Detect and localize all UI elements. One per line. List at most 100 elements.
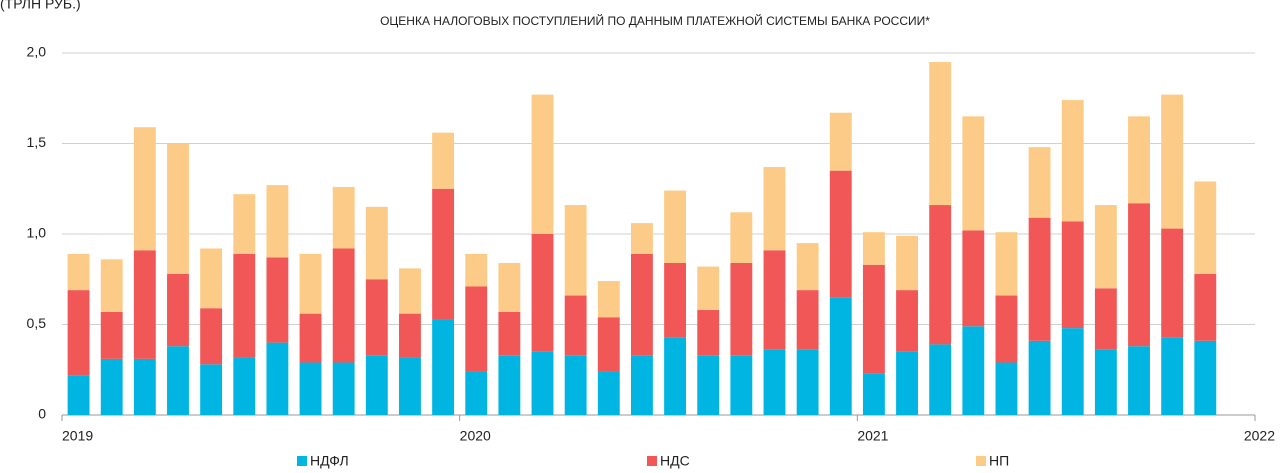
bar-segment xyxy=(929,344,952,415)
bar-segment xyxy=(664,337,687,415)
bar-segment xyxy=(133,127,156,251)
bar-segment xyxy=(929,205,952,345)
bar-segment xyxy=(200,308,223,365)
bar-segment xyxy=(1061,221,1084,329)
bar-segment xyxy=(597,317,620,372)
legend-swatch xyxy=(297,456,307,466)
bar-segment xyxy=(266,185,289,258)
bar-segment xyxy=(133,250,156,359)
legend-swatch xyxy=(976,456,986,466)
bar-segment xyxy=(432,188,455,320)
bar-segment xyxy=(730,212,753,263)
bar-segment xyxy=(763,349,786,415)
bar-segment xyxy=(531,234,554,352)
legend-swatch xyxy=(647,456,657,466)
bar-segment xyxy=(763,250,786,350)
bar-segment xyxy=(365,355,388,415)
bar-segment xyxy=(365,206,388,280)
bar-segment xyxy=(962,230,985,327)
bar-segment xyxy=(829,112,852,171)
bar-segment xyxy=(531,94,554,234)
bar-segment xyxy=(399,313,421,358)
bar-segment xyxy=(896,235,918,291)
bar-segment xyxy=(796,349,819,415)
bar-segment xyxy=(730,355,753,415)
bar-segment xyxy=(962,116,985,231)
x-tick-label: 2019 xyxy=(62,428,93,444)
y-tick-label: 0,5 xyxy=(27,315,47,331)
bar-segment xyxy=(564,205,587,296)
y-tick-label: 2,0 xyxy=(27,44,47,60)
bar-segment xyxy=(1028,340,1051,415)
y-tick-label: 0 xyxy=(38,406,46,422)
bar-segment xyxy=(299,253,322,314)
bar-segment xyxy=(995,232,1018,296)
bar-segment xyxy=(1194,181,1217,274)
y-tick-label: 1,5 xyxy=(27,134,47,150)
bar-segment xyxy=(100,358,123,415)
bar-segment xyxy=(1028,217,1051,341)
bar-segment xyxy=(200,364,223,415)
bar-segment xyxy=(1194,340,1217,415)
bar-segment xyxy=(1094,349,1117,415)
bar-segment xyxy=(67,253,90,291)
bar-segment xyxy=(167,143,189,274)
bar-segment xyxy=(465,253,488,287)
bar-segment xyxy=(995,362,1018,415)
bar-segment xyxy=(498,262,521,312)
bar-segment xyxy=(465,371,488,415)
bar-segment xyxy=(1061,328,1084,415)
bar-segment xyxy=(697,310,720,356)
bar-segment xyxy=(399,357,421,415)
bar-segment xyxy=(498,355,521,415)
bar-segment xyxy=(829,170,852,298)
bar-segment xyxy=(664,190,687,263)
bar-segment xyxy=(167,346,189,415)
bar-segment xyxy=(67,290,90,376)
unit-label: (ТРЛН РУБ.) xyxy=(0,0,81,12)
bar-segment xyxy=(1094,205,1117,289)
bar-segment xyxy=(67,375,90,415)
bar-segment xyxy=(100,259,123,312)
bar-segment xyxy=(100,311,123,359)
bar-segment xyxy=(1028,147,1051,218)
x-tick-label: 2021 xyxy=(857,428,888,444)
bar-segment xyxy=(995,295,1018,363)
bar-segment xyxy=(1161,228,1184,338)
bar-segment xyxy=(862,264,885,374)
bar-segment xyxy=(1128,203,1150,347)
bar-segment xyxy=(432,319,455,415)
bar-segment xyxy=(167,273,189,347)
legend-label: НДФЛ xyxy=(310,453,349,469)
bar-segment xyxy=(597,281,620,318)
bar-segment xyxy=(962,326,985,415)
bar-segment xyxy=(862,232,885,265)
bar-segment xyxy=(266,257,289,343)
bar-segment xyxy=(1128,346,1150,415)
legend-label: НДС xyxy=(660,453,690,469)
bar-segment xyxy=(200,248,223,309)
bar-segment xyxy=(796,290,819,350)
chart-title: ОЦЕНКА НАЛОГОВЫХ ПОСТУПЛЕНИЙ ПО ДАННЫМ П… xyxy=(380,13,930,28)
bar-segment xyxy=(365,279,388,356)
bar-segment xyxy=(1094,288,1117,350)
bar-segment xyxy=(763,167,786,251)
bar-segment xyxy=(299,313,322,363)
bar-segment xyxy=(1161,94,1184,229)
bar-segment xyxy=(465,286,488,372)
bar-segment xyxy=(1161,337,1184,415)
bar-segment xyxy=(233,194,256,254)
bar-segment xyxy=(332,362,355,415)
bar-segment xyxy=(266,342,289,415)
bar-segment xyxy=(630,355,653,415)
bar-segment xyxy=(697,355,720,415)
x-tick-label: 2020 xyxy=(460,428,491,444)
bar-segment xyxy=(399,268,421,314)
bar-segment xyxy=(299,362,322,415)
x-tick-label: 2022 xyxy=(1244,428,1275,444)
bar-segment xyxy=(332,248,355,363)
bar-segment xyxy=(432,132,455,189)
bar-segment xyxy=(896,290,918,352)
bar-segment xyxy=(233,357,256,415)
